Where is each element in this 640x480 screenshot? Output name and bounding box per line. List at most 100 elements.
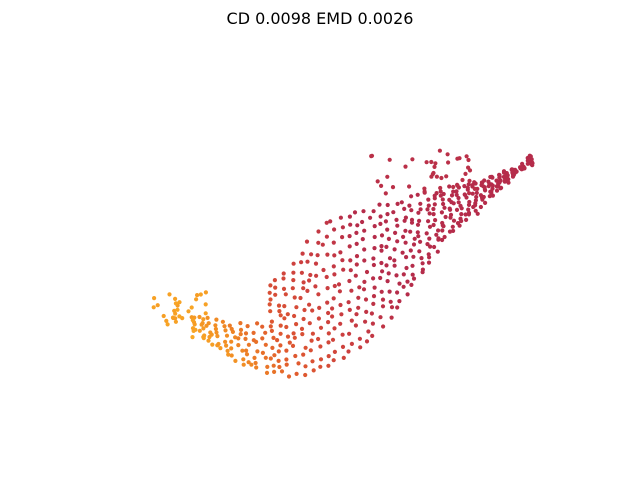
data-point [426, 252, 431, 257]
data-point [426, 197, 431, 202]
data-point [310, 359, 315, 364]
data-point [463, 171, 468, 176]
data-point [356, 295, 361, 300]
data-point [331, 296, 336, 301]
data-point [489, 182, 494, 187]
data-point [278, 313, 283, 318]
data-point [269, 328, 274, 333]
data-point [249, 362, 254, 367]
data-point [502, 179, 507, 184]
data-point [310, 331, 315, 336]
data-point [389, 305, 395, 310]
data-point [409, 282, 414, 287]
data-point [338, 250, 343, 255]
data-point [233, 335, 238, 340]
data-point [190, 326, 196, 331]
data-point [271, 363, 276, 368]
data-point [431, 222, 436, 228]
data-point [364, 309, 369, 314]
data-point [371, 262, 376, 268]
data-point [308, 272, 313, 278]
data-point [263, 342, 268, 347]
data-point [227, 323, 232, 328]
data-point [198, 292, 203, 297]
data-point [381, 324, 386, 329]
data-point [370, 321, 375, 326]
data-point [255, 349, 260, 354]
data-point [410, 157, 415, 162]
data-point [380, 297, 386, 302]
data-point [326, 363, 331, 368]
data-point [197, 314, 202, 320]
data-point [326, 320, 331, 325]
data-point [360, 219, 365, 225]
data-point [332, 326, 337, 331]
data-point [347, 331, 352, 336]
data-point [215, 334, 220, 339]
data-point [358, 345, 363, 350]
data-point [285, 334, 291, 339]
data-point [440, 197, 445, 202]
data-point [353, 323, 358, 328]
data-point [268, 324, 273, 329]
data-point [388, 299, 393, 304]
data-point [283, 292, 288, 297]
data-point [263, 330, 268, 335]
data-point [316, 336, 321, 342]
data-point [368, 215, 373, 220]
data-point [377, 202, 382, 207]
data-point [314, 273, 319, 278]
data-point [451, 184, 456, 190]
data-point [326, 354, 331, 359]
data-point [440, 237, 445, 243]
data-point [392, 258, 397, 263]
data-point [431, 212, 436, 217]
data-point [431, 206, 436, 212]
data-point [525, 161, 530, 166]
data-point [278, 343, 283, 348]
data-point [260, 336, 265, 341]
data-point [316, 229, 321, 234]
data-point [466, 182, 471, 187]
data-point [272, 369, 277, 374]
data-point [282, 304, 287, 309]
data-point [299, 270, 304, 275]
data-point [151, 305, 156, 310]
data-point [417, 218, 422, 223]
data-point [332, 272, 337, 277]
data-point [472, 180, 477, 185]
data-point [432, 244, 437, 250]
data-point [318, 357, 324, 362]
data-point [223, 339, 228, 344]
data-point [433, 161, 438, 166]
data-point [254, 365, 259, 370]
data-point [380, 269, 385, 274]
data-point [410, 263, 415, 268]
data-point [305, 259, 310, 264]
data-point [255, 321, 260, 326]
data-point [282, 316, 287, 321]
data-point [435, 249, 440, 254]
data-point [403, 240, 408, 245]
data-point [401, 284, 406, 289]
data-point [494, 188, 500, 193]
data-point [269, 319, 274, 324]
data-point [356, 305, 361, 310]
data-point [434, 191, 439, 196]
data-point [309, 252, 314, 257]
data-point [167, 292, 172, 297]
data-point [385, 279, 390, 284]
data-point [347, 214, 352, 219]
data-point [318, 325, 324, 330]
data-point [426, 219, 431, 224]
data-point [270, 345, 275, 350]
data-point [186, 309, 191, 314]
data-point [161, 313, 166, 319]
data-point [370, 333, 375, 338]
data-point [464, 154, 469, 159]
data-point [380, 304, 386, 309]
data-point [294, 322, 299, 327]
data-point [509, 167, 514, 172]
data-point [337, 289, 342, 294]
